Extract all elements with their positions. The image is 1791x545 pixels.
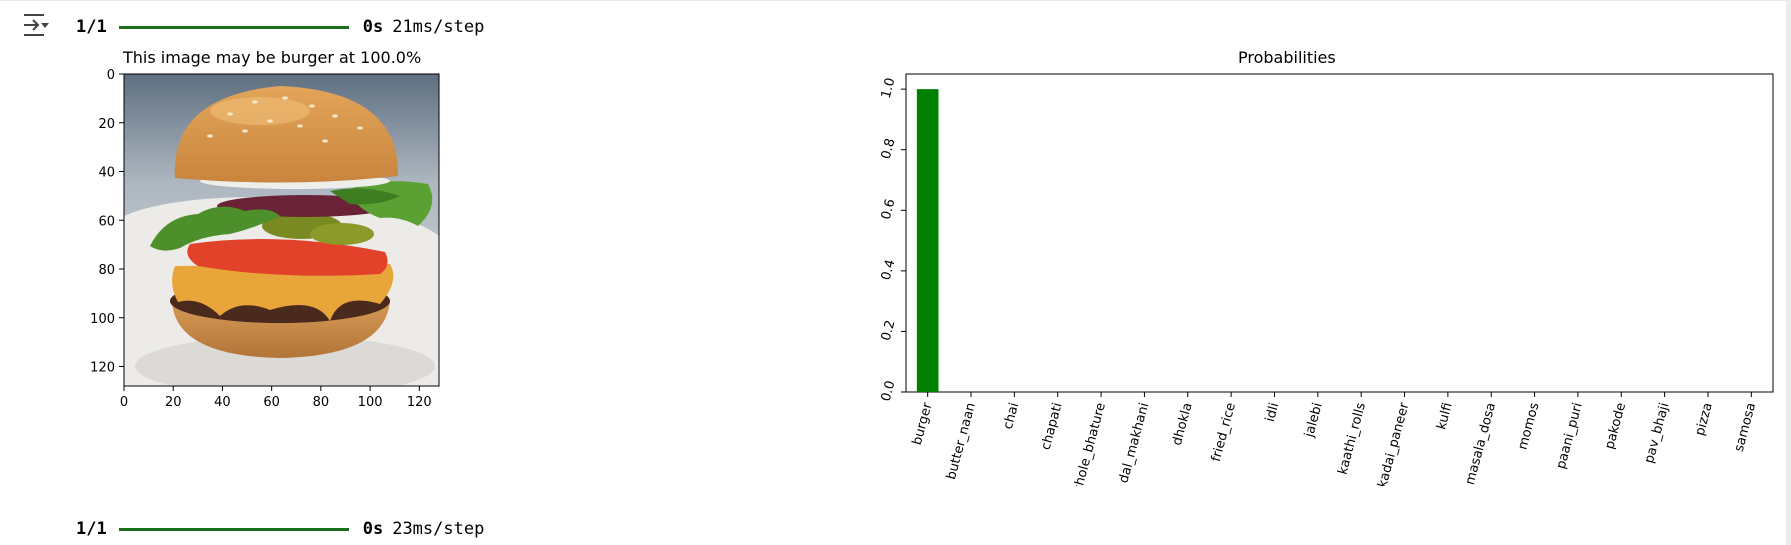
- chart-x-tick-label: momos: [1516, 401, 1543, 451]
- chart-x-tick-label: fried_rice: [1209, 401, 1239, 463]
- image-x-tick-label: 120: [407, 395, 432, 410]
- chart-x-tick-label: pakode: [1602, 401, 1629, 451]
- page-scrollbar[interactable]: [1786, 0, 1791, 545]
- chart-axes-frame: [905, 73, 1774, 393]
- image-x-tick-label: 40: [214, 395, 231, 410]
- progress-time: 0s: [362, 519, 384, 539]
- image-y-tick-label: 120: [90, 361, 115, 376]
- chart-y-tick-label: 0.0: [879, 379, 899, 403]
- progress-line-2: 1/1 0s 23ms/step: [76, 518, 484, 540]
- chart-x-tick-label: burger: [910, 401, 936, 447]
- image-y-tick-label: 0: [107, 68, 115, 83]
- image-y-tick-label: 80: [98, 263, 115, 278]
- chart-x-tick-label: chai: [1001, 401, 1022, 431]
- chart-x-tick-label: pav_bhaji: [1642, 401, 1673, 465]
- progress-rate: 21ms/step: [392, 17, 485, 37]
- chart-x-tick-label: kadai_paneer: [1375, 401, 1412, 486]
- bar-burger: [916, 89, 939, 392]
- chart-x-tick-label: dal_makhani: [1116, 401, 1152, 485]
- collapse-output-icon[interactable]: [22, 12, 52, 42]
- chart-x-tick-label: butter_naan: [944, 401, 979, 481]
- image-y-tick-label: 100: [90, 312, 115, 327]
- image-x-tick-label: 20: [165, 395, 182, 410]
- image-x-tick-label: 0: [120, 395, 128, 410]
- image-y-tick-label: 60: [98, 214, 115, 229]
- image-axes-frame: [123, 73, 440, 387]
- chart-x-tick-label: chole_bhature: [1071, 401, 1109, 486]
- progress-time: 0s: [362, 17, 384, 37]
- chart-y-tick-label: 1.0: [879, 76, 899, 100]
- chart-x-tick-label: pizza: [1693, 401, 1716, 437]
- image-x-tick-label: 60: [263, 395, 280, 410]
- progress-step: 1/1: [76, 17, 107, 37]
- burger-photo: [124, 74, 439, 386]
- image-panel-title: This image may be burger at 100.0%: [123, 48, 422, 67]
- image-y-tick-label: 40: [98, 166, 115, 181]
- chart-title: Probabilities: [1238, 48, 1336, 67]
- chart-x-tick-label: kulfi: [1434, 401, 1456, 431]
- chart-x-tick-label: jalebi: [1302, 401, 1326, 440]
- chart-x-tick-label: chapati: [1039, 401, 1066, 452]
- chart-y-tick-label: 0.6: [879, 197, 899, 221]
- progress-bar: [118, 527, 349, 531]
- image-x-tick-label: 100: [358, 395, 383, 410]
- top-divider: [0, 0, 1791, 1]
- chart-x-tick-label: samosa: [1732, 401, 1759, 453]
- chart-x-tick-label: kaathi_rolls: [1335, 401, 1369, 476]
- chart-y-tick-label: 0.4: [879, 258, 899, 282]
- progress-rate: 23ms/step: [392, 519, 485, 539]
- chart-y-tick-label: 0.2: [879, 319, 899, 343]
- chart-x-tick-label: paani_puri: [1554, 401, 1586, 471]
- chart-y-tick-label: 0.8: [879, 137, 899, 161]
- image-y-tick-label: 20: [98, 117, 115, 132]
- chart-x-tick-label: masala_dosa: [1463, 401, 1499, 486]
- progress-line-1: 1/1 0s 21ms/step: [76, 16, 484, 38]
- image-panel: 0 20 40 60 80 100 120 0 20 40 60 80 100 120: [90, 68, 440, 410]
- progress-step: 1/1: [76, 519, 107, 539]
- chart-x-tick-label: dhokla: [1170, 401, 1196, 447]
- image-x-tick-label: 80: [313, 395, 330, 410]
- progress-bar: [118, 25, 349, 29]
- chart-x-tick-label: idli: [1263, 401, 1282, 423]
